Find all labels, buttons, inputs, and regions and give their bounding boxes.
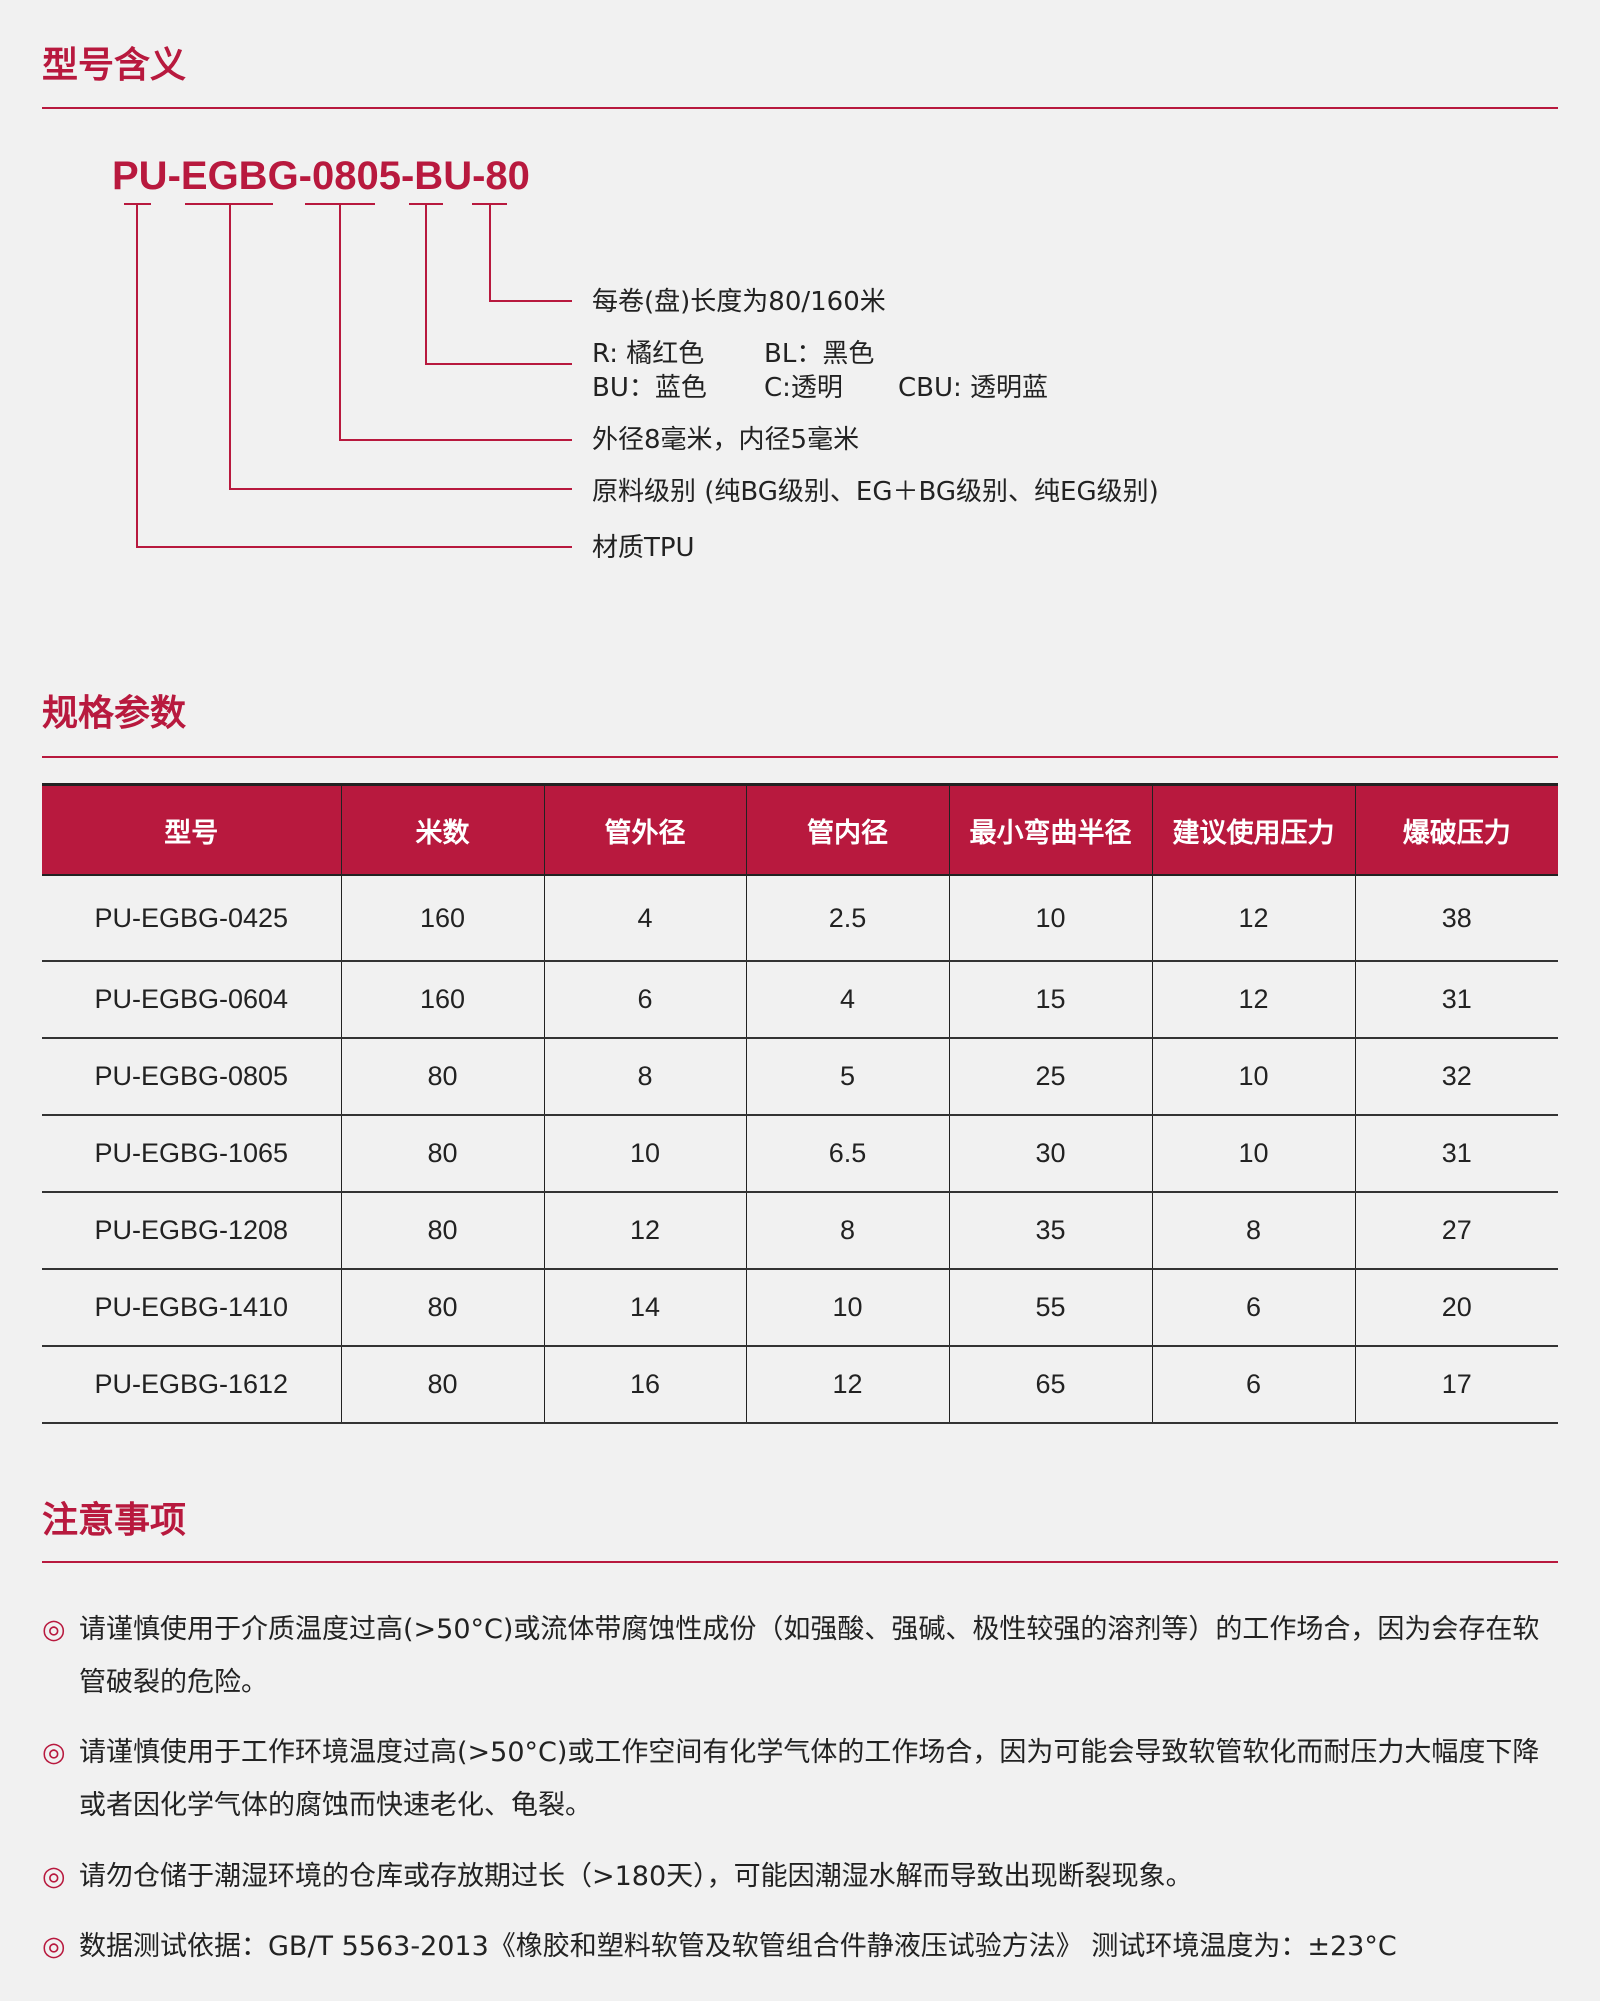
table-cell: 6 xyxy=(1151,1346,1356,1424)
color-cbu: CBU: 透明蓝 xyxy=(898,373,1049,403)
table-cell: 10 xyxy=(1151,1038,1356,1116)
table-cell: 10 xyxy=(543,1115,747,1193)
table-cell: 12 xyxy=(1151,961,1356,1039)
table-cell: 5 xyxy=(745,1038,950,1116)
bullet-icon: ◎ xyxy=(42,1931,66,1962)
color-bu: BU：蓝色 xyxy=(592,373,707,403)
connector-80 xyxy=(489,204,572,302)
table-row: PU-EGBG-1612 80 16 12 65 6 17 xyxy=(42,1346,1558,1424)
header-burst-pressure: 爆破压力 xyxy=(1354,783,1558,876)
table-cell: 80 xyxy=(340,1115,545,1193)
table-cell: 10 xyxy=(948,875,1153,962)
meaning-grade: 原料级别 (纯BG级别、EG＋BG级别、纯EG级别) xyxy=(592,477,1159,507)
table-cell: 35 xyxy=(948,1192,1153,1270)
table-row: PU-EGBG-0425 160 4 2.5 10 12 38 xyxy=(42,875,1558,962)
table-cell: 38 xyxy=(1354,875,1558,962)
connector-bu xyxy=(425,204,572,365)
table-cell: 4 xyxy=(745,961,950,1039)
table-cell: 8 xyxy=(543,1038,747,1116)
table-header-row: 型号 米数 管外径 管内径 最小弯曲半径 建议使用压力 爆破压力 xyxy=(42,783,1558,876)
table-cell: 55 xyxy=(948,1269,1153,1347)
table-cell: PU-EGBG-1065 xyxy=(42,1115,342,1193)
note-item: ◎ 数据测试依据：GB/T 5563-2013《橡胶和塑料软管及软管组合件静液压试… xyxy=(42,1920,1562,1973)
connector-egbg xyxy=(229,204,572,490)
meaning-color-line1: R: 橘红色 BL：黑色 xyxy=(592,338,874,370)
header-working-pressure: 建议使用压力 xyxy=(1151,783,1356,876)
table-cell: 16 xyxy=(543,1346,747,1424)
meaning-material: 材质TPU xyxy=(592,533,695,563)
table-cell: 32 xyxy=(1354,1038,1558,1116)
table-cell: 160 xyxy=(340,961,545,1039)
header-od: 管外径 xyxy=(543,783,747,876)
table-cell: PU-EGBG-0604 xyxy=(42,961,342,1039)
table-cell: 80 xyxy=(340,1192,545,1270)
table-cell: 6.5 xyxy=(745,1115,950,1193)
table-cell: 160 xyxy=(340,875,545,962)
table-cell: PU-EGBG-1208 xyxy=(42,1192,342,1270)
header-model: 型号 xyxy=(42,783,342,876)
bullet-icon: ◎ xyxy=(42,1861,66,1892)
table-cell: 10 xyxy=(745,1269,950,1347)
table-row: PU-EGBG-1410 80 14 10 55 6 20 xyxy=(42,1269,1558,1347)
table-cell: 12 xyxy=(745,1346,950,1424)
bullet-icon: ◎ xyxy=(42,1614,66,1645)
table-cell: PU-EGBG-1612 xyxy=(42,1346,342,1424)
divider xyxy=(42,107,1558,109)
connector-pu xyxy=(136,204,572,548)
table-row: PU-EGBG-0805 80 8 5 25 10 32 xyxy=(42,1038,1558,1116)
table-row: PU-EGBG-0604 160 6 4 15 12 31 xyxy=(42,961,1558,1039)
header-bend-radius: 最小弯曲半径 xyxy=(948,783,1153,876)
connector-0805 xyxy=(339,204,572,441)
table-cell: PU-EGBG-0425 xyxy=(42,875,342,962)
section-title-model: 型号含义 xyxy=(42,45,187,86)
table-cell: 12 xyxy=(543,1192,747,1270)
table-cell: 25 xyxy=(948,1038,1153,1116)
table-cell: 80 xyxy=(340,1346,545,1424)
divider xyxy=(42,1561,1558,1563)
section-title-notes: 注意事项 xyxy=(42,1500,187,1541)
header-id: 管内径 xyxy=(745,783,950,876)
table-cell: 31 xyxy=(1354,961,1558,1039)
table-cell: 6 xyxy=(543,961,747,1039)
table-cell: 80 xyxy=(340,1038,545,1116)
color-c: C:透明 xyxy=(764,373,843,403)
table-cell: 14 xyxy=(543,1269,747,1347)
meaning-length: 每卷(盘)长度为80/160米 xyxy=(592,287,886,317)
table-cell: 27 xyxy=(1354,1192,1558,1270)
table-cell: 15 xyxy=(948,961,1153,1039)
color-r: R: 橘红色 xyxy=(592,339,705,369)
note-item: ◎ 请勿仓储于潮湿环境的仓库或存放期过长（>180天），可能因潮湿水解而导致出现断… xyxy=(42,1850,1562,1903)
table-cell: PU-EGBG-1410 xyxy=(42,1269,342,1347)
table-cell: PU-EGBG-0805 xyxy=(42,1038,342,1116)
table-cell: 17 xyxy=(1354,1346,1558,1424)
table-cell: 8 xyxy=(1151,1192,1356,1270)
table-cell: 10 xyxy=(1151,1115,1356,1193)
model-diagram-lines xyxy=(124,203,572,548)
model-code: PU-EGBG-0805-BU-80 xyxy=(112,154,530,198)
header-length: 米数 xyxy=(340,783,545,876)
table-row: PU-EGBG-1065 80 10 6.5 30 10 31 xyxy=(42,1115,1558,1193)
table-row: PU-EGBG-1208 80 12 8 35 8 27 xyxy=(42,1192,1558,1270)
color-bl: BL：黑色 xyxy=(764,339,875,369)
table-cell: 65 xyxy=(948,1346,1153,1424)
bullet-icon: ◎ xyxy=(42,1737,66,1768)
divider xyxy=(42,756,1558,758)
table-cell: 80 xyxy=(340,1269,545,1347)
section-title-spec: 规格参数 xyxy=(42,693,187,734)
table-cell: 6 xyxy=(1151,1269,1356,1347)
table-cell: 30 xyxy=(948,1115,1153,1193)
spec-table: 型号 米数 管外径 管内径 最小弯曲半径 建议使用压力 爆破压力 PU-EGBG… xyxy=(42,783,1558,1424)
table-cell: 12 xyxy=(1151,875,1356,962)
table-cell: 2.5 xyxy=(745,875,950,962)
table-cell: 8 xyxy=(745,1192,950,1270)
note-item: ◎ 请谨慎使用于介质温度过高(>50°C)或流体带腐蚀性成份（如强酸、强碱、极性较… xyxy=(42,1603,1562,1698)
table-cell: 4 xyxy=(543,875,747,962)
note-item: ◎ 请谨慎使用于工作环境温度过高(>50°C)或工作空间有化学气体的工作场合，因为… xyxy=(42,1726,1562,1821)
table-cell: 20 xyxy=(1354,1269,1558,1347)
meaning-color-line2: BU：蓝色 C:透明 CBU: 透明蓝 xyxy=(592,372,1048,404)
table-cell: 31 xyxy=(1354,1115,1558,1193)
meaning-diameter: 外径8毫米，内径5毫米 xyxy=(592,425,860,455)
